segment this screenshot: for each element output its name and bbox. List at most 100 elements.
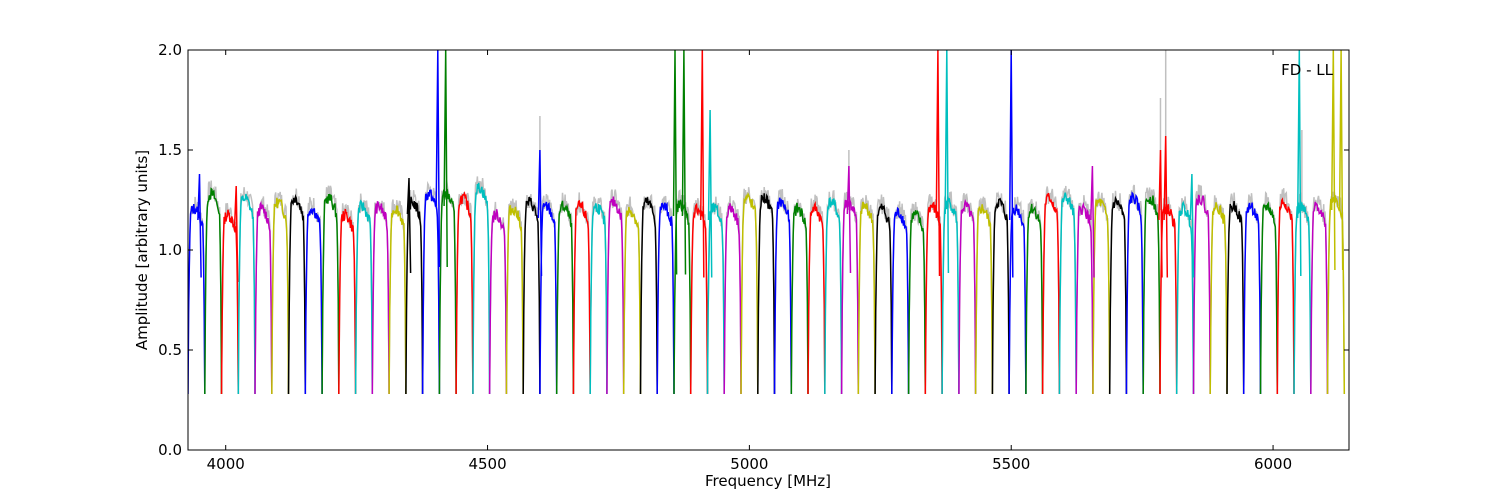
- channel-line: [1175, 200, 1195, 395]
- x-tick-label: 5500: [992, 455, 1030, 473]
- channel-line: [656, 201, 675, 395]
- channel-line: [1209, 202, 1228, 395]
- channel-line: [639, 197, 658, 395]
- channel-line: [991, 197, 1010, 395]
- channel-line: [421, 189, 441, 395]
- rfi-spike: [846, 165, 852, 274]
- channel-line: [706, 202, 725, 395]
- y-tick-label: 1.5: [158, 141, 182, 159]
- channel-line: [622, 206, 642, 395]
- channel-line: [1108, 195, 1128, 395]
- channel-line: [1025, 203, 1044, 395]
- channel-line: [606, 196, 625, 395]
- channel-line: [1242, 202, 1262, 395]
- y-axis-label: Amplitude [arbitrary units]: [133, 150, 151, 350]
- channel-line: [1142, 195, 1161, 395]
- rfi-spike: [233, 185, 239, 283]
- channel-line: [188, 203, 206, 395]
- channel-line: [572, 199, 591, 395]
- channel-line: [472, 182, 491, 395]
- x-tick-label: 4500: [468, 455, 506, 473]
- channel-line: [1075, 201, 1094, 395]
- channel-line: [204, 187, 223, 395]
- channel-line: [405, 196, 424, 395]
- channel-line: [539, 201, 558, 395]
- background-channel-line: [740, 187, 759, 395]
- channel-line: [1226, 201, 1245, 395]
- channel-line: [773, 197, 793, 395]
- x-axis-label: Frequency [MHz]: [705, 472, 831, 490]
- channel-line: [321, 193, 340, 395]
- channel-line: [589, 203, 608, 395]
- channel-line: [1259, 201, 1279, 395]
- rfi-spike: [406, 177, 412, 274]
- series-layer: [188, 50, 1346, 395]
- background-channel-line: [589, 196, 608, 395]
- channel-line: [522, 196, 541, 395]
- x-tick-label: 5000: [730, 455, 768, 473]
- channel-line: [371, 201, 390, 395]
- channel-line: [354, 199, 374, 395]
- channel-line: [220, 209, 240, 395]
- rfi-spike: [1338, 50, 1344, 271]
- channel-line: [1293, 200, 1312, 395]
- channel-line: [488, 209, 508, 395]
- channel-line: [757, 193, 776, 395]
- background-channel-line: [807, 194, 826, 395]
- channel-line: [254, 200, 273, 395]
- channel-line: [958, 198, 977, 395]
- channel-line: [790, 202, 809, 395]
- rfi-spike: [435, 50, 441, 268]
- rfi-spike: [1330, 50, 1336, 271]
- x-tick-label: 6000: [1254, 455, 1292, 473]
- y-tick-label: 1.0: [158, 241, 182, 259]
- channel-line: [1092, 198, 1111, 395]
- channel-line: [740, 192, 759, 395]
- y-tick-label: 0.5: [158, 341, 182, 359]
- rfi-spike: [1008, 50, 1014, 278]
- channel-line: [907, 209, 927, 395]
- background-channel-line: [1025, 198, 1044, 395]
- background-channel-line: [689, 197, 709, 395]
- annotation-label: FD - LL: [1281, 61, 1333, 79]
- channel-line: [723, 203, 742, 395]
- background-channel-line: [237, 187, 256, 395]
- channel-line: [1310, 201, 1329, 395]
- channel-line: [438, 188, 457, 395]
- x-axis-ticks: 4000 4500 5000 5500 6000: [207, 50, 1292, 473]
- rfi-spike: [1158, 149, 1163, 278]
- rfi-spike: [1163, 135, 1169, 278]
- background-channel-line: [1075, 195, 1094, 395]
- channel-line: [455, 190, 474, 395]
- channel-line: [388, 205, 407, 395]
- channel-line: [1125, 191, 1144, 395]
- x-tick-label: 4000: [207, 455, 245, 473]
- background-channel-line: [1142, 187, 1161, 395]
- channel-line: [304, 207, 323, 395]
- channel-line: [1159, 203, 1178, 395]
- channel-line: [237, 193, 256, 395]
- rfi-spike: [672, 50, 678, 275]
- channel-line: [941, 197, 960, 395]
- channel-line: [874, 203, 893, 395]
- rfi-spike: [1090, 165, 1095, 278]
- background-channel-line: [958, 193, 977, 395]
- background-channel-line: [1175, 196, 1195, 395]
- channel-line: [1041, 192, 1061, 395]
- channel-line: [1008, 204, 1027, 395]
- channel-line: [891, 206, 910, 395]
- y-axis-ticks: 0.0 0.5 1.0 1.5 2.0: [158, 41, 1349, 459]
- background-channel-line: [857, 195, 876, 395]
- channel-line: [689, 202, 709, 395]
- channel-line: [1276, 197, 1295, 395]
- background-channel-line: [455, 191, 474, 395]
- channel-line: [824, 196, 843, 395]
- channel-line: [807, 200, 826, 395]
- channel-line: [974, 204, 994, 395]
- channel-line: [857, 201, 876, 395]
- y-tick-label: 0.0: [158, 441, 182, 459]
- channel-line: [1192, 194, 1211, 395]
- channel-line: [1326, 195, 1346, 395]
- rfi-spike: [944, 50, 950, 274]
